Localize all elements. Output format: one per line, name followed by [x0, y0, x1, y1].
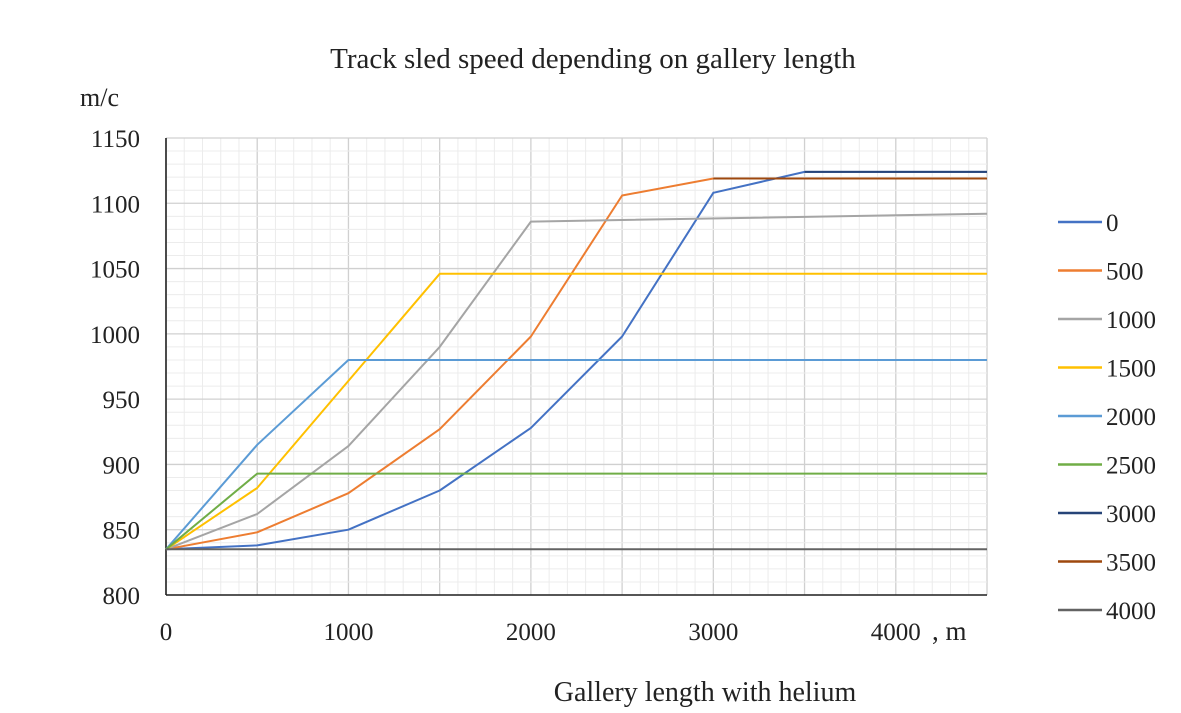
y-tick-label: 800: [103, 583, 141, 610]
plot-grid: [165, 137, 988, 596]
y-tick-label: 1150: [91, 126, 140, 153]
legend-label: 1000: [1106, 307, 1156, 334]
legend-label: 500: [1106, 259, 1144, 286]
series-line-2500: [165, 472, 987, 551]
legend-label: 3000: [1106, 501, 1156, 528]
x-tick-labels: 0 1000 2000 3000 4000: [160, 619, 921, 646]
y-tick-label: 900: [103, 452, 141, 479]
y-tick-label: 950: [103, 387, 141, 414]
x-tick-label: 0: [160, 619, 173, 646]
y-tick-label: 1000: [90, 322, 140, 349]
y-tick-label: 1100: [91, 191, 140, 218]
x-axis-unit: , m: [932, 616, 967, 646]
series-line-2000: [165, 359, 987, 550]
y-tick-label: 850: [103, 518, 141, 545]
x-tick-label: 4000: [871, 619, 921, 646]
legend-label: 4000: [1106, 598, 1156, 625]
x-tick-label: 1000: [323, 619, 373, 646]
series-line-1500: [165, 272, 987, 551]
series-line-500: [165, 177, 987, 551]
series-lines: [165, 170, 988, 551]
legend-label: 3500: [1106, 550, 1156, 577]
series-line-1000: [165, 212, 988, 551]
legend-label: 0: [1106, 210, 1119, 237]
legend-label: 1500: [1106, 356, 1156, 383]
legend: 0 500 1000 1500 2000 2500 3000 3500 4000: [1058, 210, 1156, 625]
x-axis-label: Gallery length with helium: [554, 677, 857, 708]
y-tick-label: 1050: [90, 257, 140, 284]
legend-label: 2000: [1106, 404, 1156, 431]
legend-label: 2500: [1106, 453, 1156, 480]
chart-title: Track sled speed depending on gallery le…: [330, 43, 856, 75]
y-axis-label: m/c: [80, 83, 119, 112]
x-tick-label: 2000: [506, 619, 556, 646]
y-tick-labels: 800 850 900 950 1000 1050 1100 1150: [90, 126, 140, 610]
x-tick-label: 3000: [688, 619, 738, 646]
